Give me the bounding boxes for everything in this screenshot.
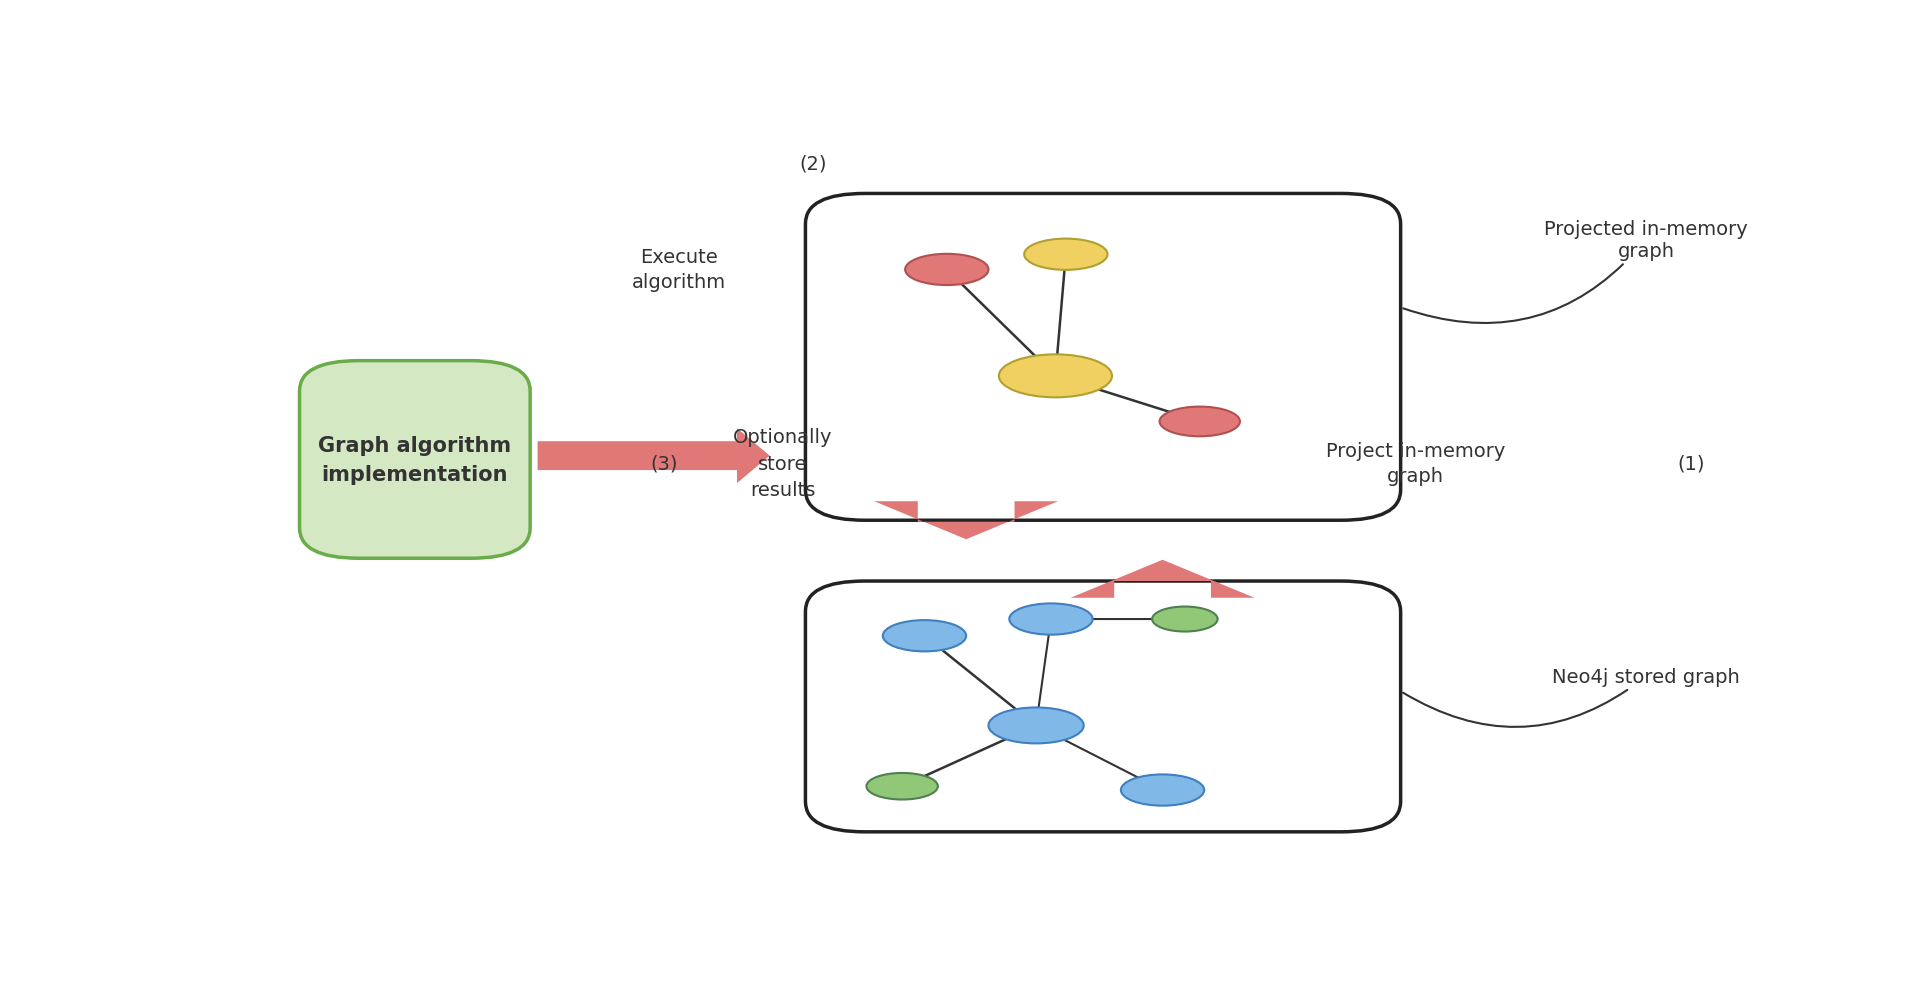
Text: Neo4j stored graph: Neo4j stored graph [1404,667,1740,728]
Text: Optionally
store
results: Optionally store results [733,428,833,500]
FancyArrow shape [874,502,1058,539]
Text: Graph algorithm
implementation: Graph algorithm implementation [319,435,511,485]
FancyArrow shape [1071,560,1254,599]
Ellipse shape [989,708,1083,743]
FancyBboxPatch shape [300,361,530,559]
Text: (2): (2) [799,155,828,174]
Ellipse shape [1152,607,1217,632]
Ellipse shape [1160,407,1240,437]
Text: (3): (3) [651,455,678,473]
Text: Projected in-memory
graph: Projected in-memory graph [1404,219,1747,323]
Ellipse shape [1023,240,1108,270]
Ellipse shape [866,773,937,800]
Text: (1): (1) [1676,455,1705,473]
FancyBboxPatch shape [806,582,1402,832]
Ellipse shape [1010,603,1092,635]
Ellipse shape [998,355,1112,398]
FancyArrow shape [538,429,770,483]
FancyBboxPatch shape [806,194,1402,521]
Text: Execute
algorithm: Execute algorithm [632,248,726,292]
Ellipse shape [1121,775,1204,806]
Ellipse shape [904,254,989,286]
Ellipse shape [883,620,966,652]
Text: Project in-memory
graph: Project in-memory graph [1327,442,1505,486]
